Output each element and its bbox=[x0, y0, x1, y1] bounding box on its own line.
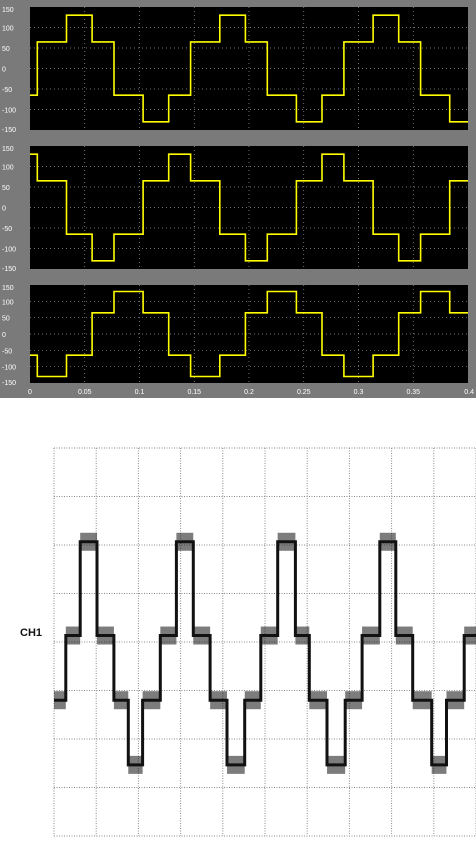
scope-plot-3-trace bbox=[30, 290, 468, 378]
simulation-scope-panel: 150 100 50 0 -50 -100 -150 150 100 50 0 -50 -100 -15… bbox=[0, 0, 476, 398]
scope-plot-1-y-ticks: 150 100 50 0 -50 -100 -150 bbox=[2, 7, 16, 134]
oscilloscope-panel: CH1 bbox=[0, 436, 476, 842]
oscilloscope-grid bbox=[53, 447, 476, 837]
x-tick-label: 0.4 bbox=[464, 389, 474, 396]
y-tick-label: 0 bbox=[2, 67, 6, 74]
y-tick-label: 100 bbox=[2, 26, 14, 33]
x-tick-label: 0.3 bbox=[354, 389, 364, 396]
scope-plot-2-trace bbox=[30, 153, 468, 262]
y-tick-label: -100 bbox=[2, 108, 16, 115]
y-tick-label: -50 bbox=[2, 87, 12, 94]
y-tick-label: 50 bbox=[2, 185, 10, 192]
y-tick-label: 150 bbox=[2, 7, 14, 14]
scope-plot-2: 150 100 50 0 -50 -100 -150 bbox=[2, 146, 468, 273]
x-tick-label: 0.05 bbox=[78, 389, 92, 396]
y-tick-label: -100 bbox=[2, 365, 16, 372]
x-tick-label: 0.2 bbox=[244, 389, 254, 396]
scope-plot-3-grid bbox=[30, 285, 468, 383]
scope-plot-1-trace bbox=[30, 14, 468, 123]
y-tick-label: -150 bbox=[2, 380, 16, 387]
y-tick-label: 100 bbox=[2, 165, 14, 172]
x-tick-label: 0 bbox=[28, 389, 32, 396]
x-tick-label: 0.25 bbox=[297, 389, 311, 396]
y-tick-label: 0 bbox=[2, 206, 6, 213]
scope-plot-3-y-ticks: 150 100 50 0 -50 -100 -150 bbox=[2, 285, 16, 387]
scope-plot-3-x-ticks: 0 0.05 0.1 0.15 0.2 0.25 0.3 0.35 0.4 bbox=[28, 389, 474, 396]
y-tick-label: -150 bbox=[2, 127, 16, 134]
scope-plot-2-grid bbox=[30, 146, 468, 269]
channel-label: CH1 bbox=[20, 627, 42, 639]
y-tick-label: 100 bbox=[2, 299, 14, 306]
scope-plot-1-grid bbox=[30, 7, 468, 130]
scope-plot-3: 150 100 50 0 -50 -100 -150 0 0.05 0.1 0.15 0.2 0.25… bbox=[2, 285, 474, 396]
x-tick-label: 0.15 bbox=[187, 389, 201, 396]
y-tick-label: 0 bbox=[2, 332, 6, 339]
scope-plot-1: 150 100 50 0 -50 -100 -150 bbox=[2, 7, 468, 134]
y-tick-label: -50 bbox=[2, 348, 12, 355]
oscilloscope-trace bbox=[54, 540, 476, 767]
y-tick-label: -50 bbox=[2, 226, 12, 233]
x-tick-label: 0.1 bbox=[135, 389, 145, 396]
y-tick-label: 50 bbox=[2, 316, 10, 323]
y-tick-label: -100 bbox=[2, 247, 16, 254]
scope-plot-2-y-ticks: 150 100 50 0 -50 -100 -150 bbox=[2, 146, 16, 273]
y-tick-label: 50 bbox=[2, 46, 10, 53]
y-tick-label: -150 bbox=[2, 266, 16, 273]
x-tick-label: 0.35 bbox=[406, 389, 420, 396]
y-tick-label: 150 bbox=[2, 285, 14, 292]
y-tick-label: 150 bbox=[2, 146, 14, 153]
